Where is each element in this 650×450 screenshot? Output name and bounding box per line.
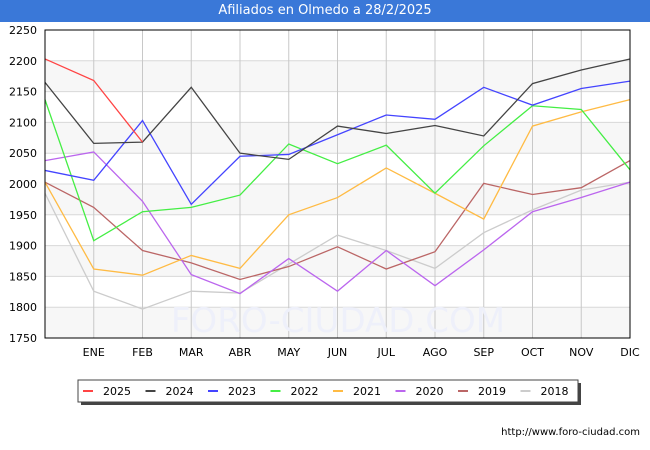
legend-label: 2021 — [353, 385, 381, 398]
y-tick-label: 2100 — [9, 116, 37, 129]
legend-label: 2023 — [228, 385, 256, 398]
x-tick-label: MAR — [179, 346, 204, 359]
source-url[interactable]: http://www.foro-ciudad.com — [501, 427, 640, 438]
legend — [77, 379, 579, 403]
x-tick-label: SEP — [473, 346, 494, 359]
y-tick-label: 1900 — [9, 240, 37, 253]
legend-label: 2024 — [166, 385, 194, 398]
legend-label: 2022 — [291, 385, 319, 398]
legend-label: 2018 — [541, 385, 569, 398]
y-tick-label: 2200 — [9, 55, 37, 68]
plot-frame — [44, 29, 631, 339]
y-tick-label: 1750 — [9, 332, 37, 345]
y-tick-label: 1850 — [9, 270, 37, 283]
legend-label: 2025 — [103, 385, 131, 398]
chart-title: Afiliados en Olmedo a 28/2/2025 — [0, 0, 650, 22]
x-tick-label: JUL — [377, 346, 396, 359]
x-tick-label: JUN — [327, 346, 348, 359]
x-tick-label: OCT — [521, 346, 544, 359]
x-tick-label: ENE — [83, 346, 105, 359]
series-line-2019 — [44, 160, 631, 281]
x-tick-label: DIC — [620, 346, 640, 359]
x-tick-label: ABR — [229, 346, 252, 359]
x-tick-label: NOV — [569, 346, 594, 359]
y-tick-label: 2050 — [9, 147, 37, 160]
legend-label: 2020 — [416, 385, 444, 398]
series-line-2018 — [44, 181, 631, 310]
series-line-2021 — [44, 98, 631, 276]
x-tick-label: MAY — [277, 346, 300, 359]
series-line-2020 — [44, 151, 631, 295]
legend-label: 2019 — [478, 385, 506, 398]
series-line-2025 — [44, 58, 144, 143]
x-tick-label: FEB — [132, 346, 153, 359]
y-tick-label: 2150 — [9, 86, 37, 99]
series-line-2023 — [44, 80, 631, 206]
y-tick-label: 2250 — [9, 24, 37, 37]
y-tick-label: 1950 — [9, 209, 37, 222]
x-tick-label: AGO — [423, 346, 448, 359]
y-tick-label: 1800 — [9, 301, 37, 314]
y-tick-label: 2000 — [9, 178, 37, 191]
watermark: FORO-CIUDAD.COM — [171, 301, 505, 341]
